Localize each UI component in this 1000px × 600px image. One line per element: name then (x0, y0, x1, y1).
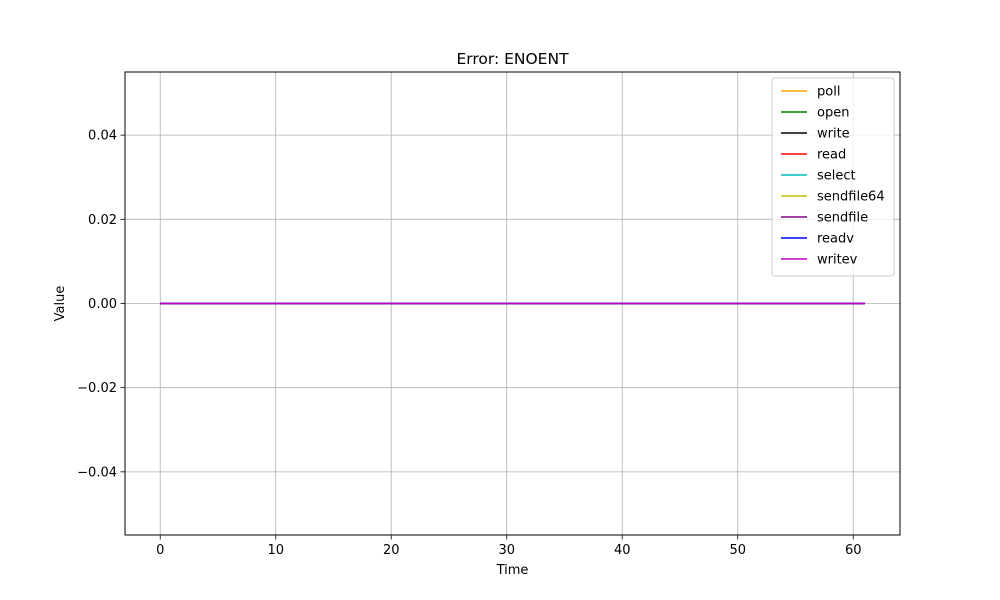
x-tick-label: 60 (845, 543, 862, 558)
y-tick-label: 0.02 (88, 213, 117, 228)
x-tick-label: 0 (156, 543, 164, 558)
legend-label-readv: readv (817, 232, 854, 247)
x-tick-label: 20 (383, 543, 400, 558)
legend-label-poll: poll (817, 85, 840, 100)
x-axis-label: Time (496, 563, 529, 578)
x-axis-ticks: 0 10 20 30 40 50 60 (156, 535, 861, 558)
legend-box (771, 77, 895, 277)
chart-title: Error: ENOENT (456, 50, 569, 68)
legend-label-sendfile64: sendfile64 (817, 190, 885, 205)
y-tick-label: −0.04 (77, 465, 117, 480)
x-tick-label: 30 (498, 543, 515, 558)
legend-label-writev: writev (817, 253, 858, 268)
y-axis-ticks: −0.04 −0.02 0.00 0.02 0.04 (77, 129, 125, 480)
y-axis-label: Value (53, 286, 68, 322)
legend-label-sendfile: sendfile (817, 211, 868, 226)
legend-label-select: select (817, 169, 856, 184)
legend-label-open: open (817, 106, 849, 121)
legend-label-write: write (817, 127, 850, 142)
legend-label-read: read (817, 148, 846, 163)
y-tick-label: 0.04 (88, 129, 117, 144)
y-tick-label: 0.00 (88, 297, 117, 312)
x-tick-label: 40 (614, 543, 631, 558)
y-tick-label: −0.02 (77, 381, 117, 396)
legend: poll open write read select sendfile64 sendfil… (771, 77, 895, 277)
x-tick-label: 10 (267, 543, 284, 558)
x-tick-label: 50 (729, 543, 746, 558)
